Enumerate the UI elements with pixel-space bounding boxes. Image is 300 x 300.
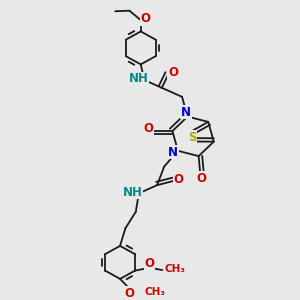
Text: N: N bbox=[181, 106, 191, 118]
Text: O: O bbox=[168, 66, 178, 79]
Text: O: O bbox=[144, 257, 154, 270]
Text: O: O bbox=[124, 287, 134, 300]
Text: CH₃: CH₃ bbox=[145, 287, 166, 298]
Text: O: O bbox=[143, 122, 153, 135]
Text: O: O bbox=[197, 172, 207, 185]
Text: NH: NH bbox=[129, 72, 149, 86]
Text: S: S bbox=[188, 131, 197, 144]
Text: O: O bbox=[173, 173, 183, 186]
Text: CH₃: CH₃ bbox=[164, 264, 185, 274]
Text: N: N bbox=[168, 146, 178, 159]
Text: O: O bbox=[140, 12, 150, 25]
Text: NH: NH bbox=[123, 186, 143, 199]
